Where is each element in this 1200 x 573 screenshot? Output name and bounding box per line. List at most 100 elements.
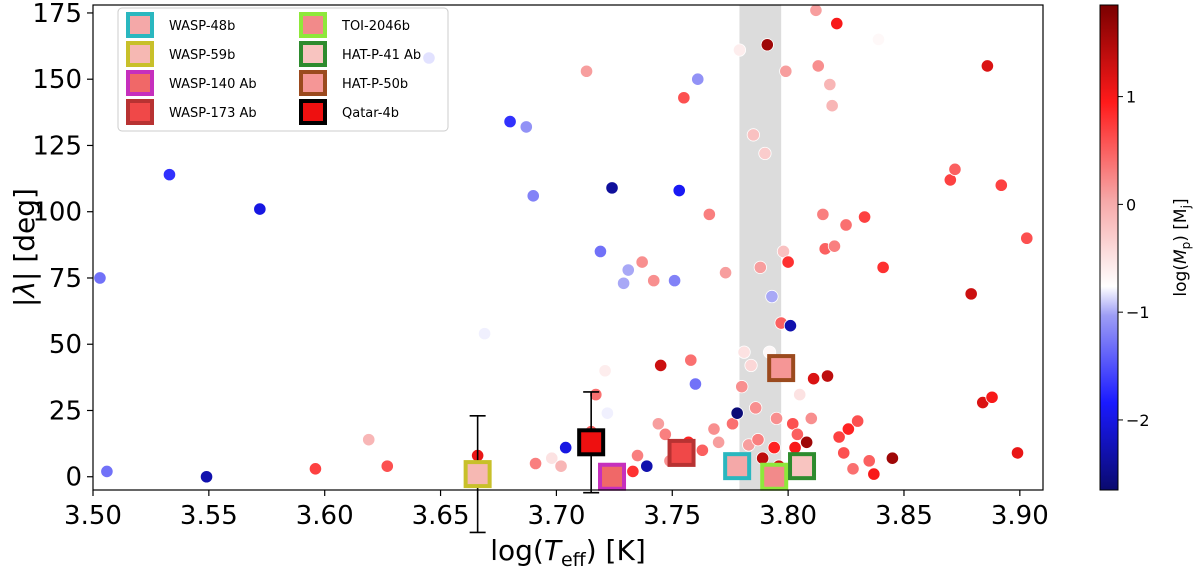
highlighted-marker <box>667 438 696 467</box>
data-point <box>667 274 682 288</box>
legend-marker <box>299 12 327 38</box>
legend-label: WASP-48b <box>169 19 235 34</box>
data-point <box>994 178 1008 192</box>
data-point <box>744 358 758 373</box>
x-axis-label: log(Teff) [K] <box>490 534 646 571</box>
data-point <box>800 435 814 449</box>
data-point <box>635 255 649 269</box>
data-point <box>779 64 793 78</box>
data-point <box>253 202 267 216</box>
data-point <box>1020 231 1034 245</box>
data-point <box>519 120 533 134</box>
data-point <box>730 406 744 420</box>
x-tick-label: 3.80 <box>759 501 817 531</box>
x-tick-label: 3.75 <box>643 501 701 531</box>
highlighted-marker <box>788 452 817 481</box>
x-tick-label: 3.90 <box>991 501 1049 531</box>
data-point <box>559 440 573 455</box>
colorbar-gradient <box>1099 4 1119 491</box>
legend-marker <box>299 41 327 67</box>
data-point <box>816 207 830 221</box>
data-point <box>688 377 703 391</box>
data-point <box>749 401 763 415</box>
data-point <box>477 327 492 341</box>
data-point <box>964 287 978 301</box>
data-point <box>737 345 751 359</box>
data-point <box>769 411 784 426</box>
data-point <box>830 16 844 31</box>
data-point <box>380 459 394 473</box>
data-point <box>790 427 804 441</box>
data-point <box>807 372 821 386</box>
data-point <box>811 59 825 73</box>
data-point <box>857 210 872 224</box>
data-point <box>579 64 594 78</box>
data-point <box>695 443 709 457</box>
data-point <box>767 440 781 455</box>
data-point <box>985 390 999 404</box>
data-point <box>600 406 614 420</box>
data-point <box>1010 446 1025 460</box>
legend-marker <box>126 70 154 96</box>
data-point <box>846 462 860 476</box>
data-point <box>162 168 177 182</box>
legend-marker <box>299 99 327 125</box>
data-point <box>503 115 517 129</box>
data-point <box>756 451 770 465</box>
legend-marker <box>126 99 154 125</box>
data-point <box>718 266 733 280</box>
data-point <box>825 99 839 113</box>
data-point <box>712 435 726 449</box>
data-point <box>677 91 691 105</box>
data-point <box>832 430 846 444</box>
data-point <box>605 181 619 195</box>
x-tick-label: 3.50 <box>64 501 122 531</box>
data-point <box>980 59 994 73</box>
legend-label: HAT-P-41 Ab <box>342 48 421 63</box>
data-point <box>691 72 705 86</box>
data-point <box>598 364 612 378</box>
data-point <box>820 369 835 383</box>
data-point <box>630 448 645 463</box>
data-point <box>804 411 818 426</box>
y-tick-label: 75 <box>49 264 82 294</box>
y-tick-label: 100 <box>32 198 82 228</box>
data-point <box>841 422 855 436</box>
data-point <box>948 162 962 176</box>
data-point <box>658 427 672 441</box>
legend-box <box>117 7 449 132</box>
data-point <box>545 451 559 465</box>
legend-marker <box>299 70 327 96</box>
data-point <box>871 32 886 47</box>
data-point <box>640 459 654 473</box>
data-point <box>827 239 842 253</box>
data-point <box>746 128 760 142</box>
colorbar-tick-label: 0 <box>1126 195 1136 214</box>
legend-label: HAT-P-50b <box>342 77 408 92</box>
legend: WASP-48b WASP-59b WASP-140 Ab WASP-173 Ab TO… <box>117 7 449 132</box>
x-tick-label: 3.70 <box>527 501 585 531</box>
data-point <box>626 464 640 479</box>
legend-label: TOI-2046b <box>341 19 410 34</box>
plot-area: 3.50 3.55 3.60 3.65 3.70 3.75 3.80 3.85 3.90 0 25 5… <box>8 0 1049 571</box>
colorbar-tick-label: −2 <box>1126 411 1150 430</box>
y-tick-label: 25 <box>49 396 82 426</box>
y-tick-label: 0 <box>65 463 82 493</box>
data-point <box>862 454 876 468</box>
data-point <box>753 260 767 274</box>
y-tick-label: 125 <box>32 131 82 161</box>
y-tick-label: 150 <box>32 65 82 95</box>
highlighted-marker <box>577 428 606 457</box>
highlighted-marker <box>760 462 789 491</box>
data-point <box>308 462 323 476</box>
data-point <box>783 319 798 333</box>
highlighted-marker <box>463 460 492 489</box>
colorbar: −2 −1 0 1 log(Mp) [Mj] <box>1099 4 1193 491</box>
highlighted-marker <box>723 452 752 481</box>
data-point <box>93 271 107 285</box>
legend-marker <box>126 41 154 67</box>
data-point <box>654 358 668 373</box>
data-point <box>851 414 865 428</box>
highlighted-marker <box>598 462 627 491</box>
